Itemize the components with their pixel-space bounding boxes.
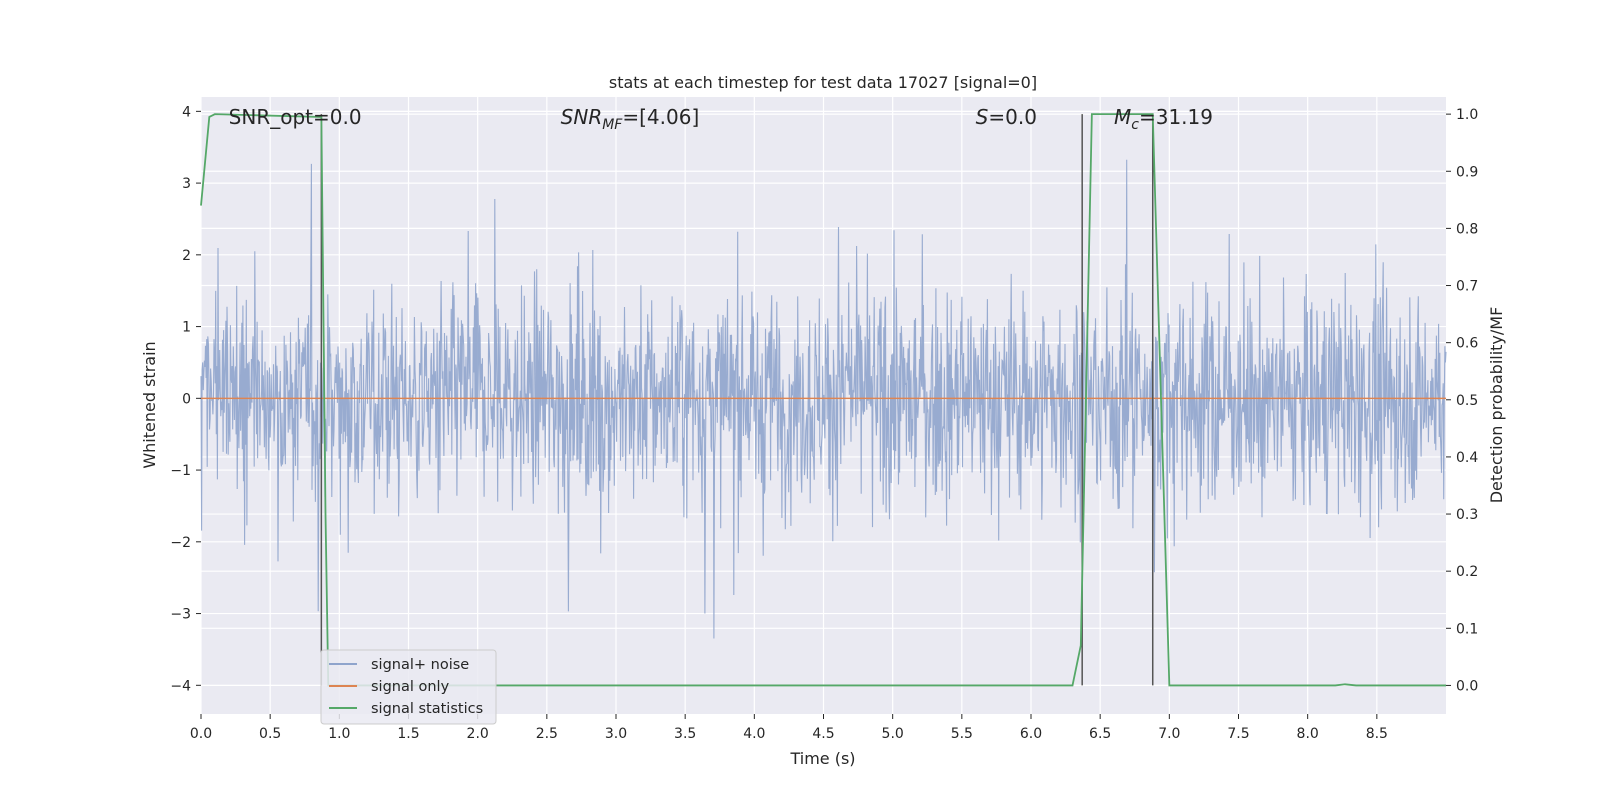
x-tick-label: 3.5	[674, 726, 696, 742]
right-y-axis-ticks: 1.0 0.9 0.8 0.7 0.6 0.5 0.4 0.3 0.2 0.1 0.0	[1446, 107, 1478, 694]
right-y-tick-label: 0.2	[1456, 564, 1478, 580]
legend-label-signal-statistics: signal statistics	[371, 701, 483, 717]
x-tick-label: 6.0	[1020, 726, 1042, 742]
left-y-tick-label: 0	[182, 391, 191, 407]
left-y-axis-ticks: 4 3 2 1 0 −1 −2 −3 −4	[170, 104, 201, 694]
x-tick-label: 6.5	[1089, 726, 1111, 742]
left-y-tick-label: −4	[170, 678, 191, 694]
x-tick-label: 2.5	[536, 726, 558, 742]
legend-box	[320, 649, 497, 725]
chart-title: stats at each timestep for test data 170…	[609, 73, 1037, 92]
x-tick-label: 1.5	[397, 726, 419, 742]
x-tick-label: 0.0	[190, 726, 212, 742]
x-tick-label: 3.0	[605, 726, 627, 742]
right-y-tick-label: 0.7	[1456, 279, 1478, 295]
x-axis-label: Time (s)	[789, 749, 855, 768]
right-y-tick-label: 0.5	[1456, 393, 1478, 409]
x-axis-ticks: 0.0 0.5 1.0 1.5 2.0 2.5 3.0 3.5 4.0 4.5 5.0 5.5 6.0 6…	[190, 714, 1388, 742]
right-y-tick-label: 0.8	[1456, 221, 1478, 237]
annotation-1: SNRMF=[4.06]	[561, 105, 700, 133]
x-tick-label: 5.5	[951, 726, 973, 742]
annotations: SNR_opt=0.0 SNRMF=[4.06] S=0.0 Mc=31.19	[229, 105, 1213, 133]
right-y-tick-label: 0.6	[1456, 336, 1478, 352]
right-y-tick-label: 1.0	[1456, 107, 1478, 123]
signal-statistics-series	[200, 113, 1446, 687]
annotation-0: SNR_opt=0.0	[229, 105, 362, 129]
left-y-tick-label: −3	[170, 607, 191, 623]
x-tick-label: 4.0	[743, 726, 765, 742]
x-tick-label: 0.5	[259, 726, 281, 742]
x-tick-label: 7.0	[1158, 726, 1180, 742]
right-y-tick-label: 0.9	[1456, 164, 1478, 180]
annotation-3: Mc=31.19	[1114, 105, 1213, 133]
x-tick-label: 7.5	[1227, 726, 1249, 742]
right-y-tick-label: 0.3	[1456, 507, 1478, 523]
right-y-tick-label: 0.0	[1456, 678, 1478, 694]
right-y-tick-label: 0.1	[1456, 621, 1478, 637]
left-y-axis-label: Whitened strain	[140, 341, 159, 468]
signal-statistics-line	[200, 113, 1446, 687]
right-y-tick-label: 0.4	[1456, 450, 1478, 466]
left-y-tick-label: −1	[170, 463, 191, 479]
left-y-tick-label: 4	[182, 104, 191, 120]
legend-label-signal-noise: signal+ noise	[371, 657, 469, 673]
left-y-tick-label: 2	[182, 248, 191, 264]
x-tick-label: 4.5	[812, 726, 834, 742]
signal-noise-line	[200, 159, 1447, 639]
legend-label-signal-only: signal only	[371, 679, 450, 695]
x-tick-label: 8.0	[1297, 726, 1319, 742]
signal-noise-series	[200, 159, 1447, 639]
left-y-tick-label: 1	[182, 320, 191, 336]
annotation-2: S=0.0	[976, 105, 1037, 129]
legend: signal+ noise signal only signal statist…	[320, 649, 497, 725]
x-tick-label: 1.0	[328, 726, 350, 742]
right-y-axis-label: Detection probability/MF	[1487, 307, 1506, 504]
left-y-tick-label: 3	[182, 176, 191, 192]
left-y-tick-label: −2	[170, 535, 191, 551]
x-tick-label: 5.0	[882, 726, 904, 742]
x-tick-label: 2.0	[467, 726, 489, 742]
x-tick-label: 8.5	[1366, 726, 1388, 742]
